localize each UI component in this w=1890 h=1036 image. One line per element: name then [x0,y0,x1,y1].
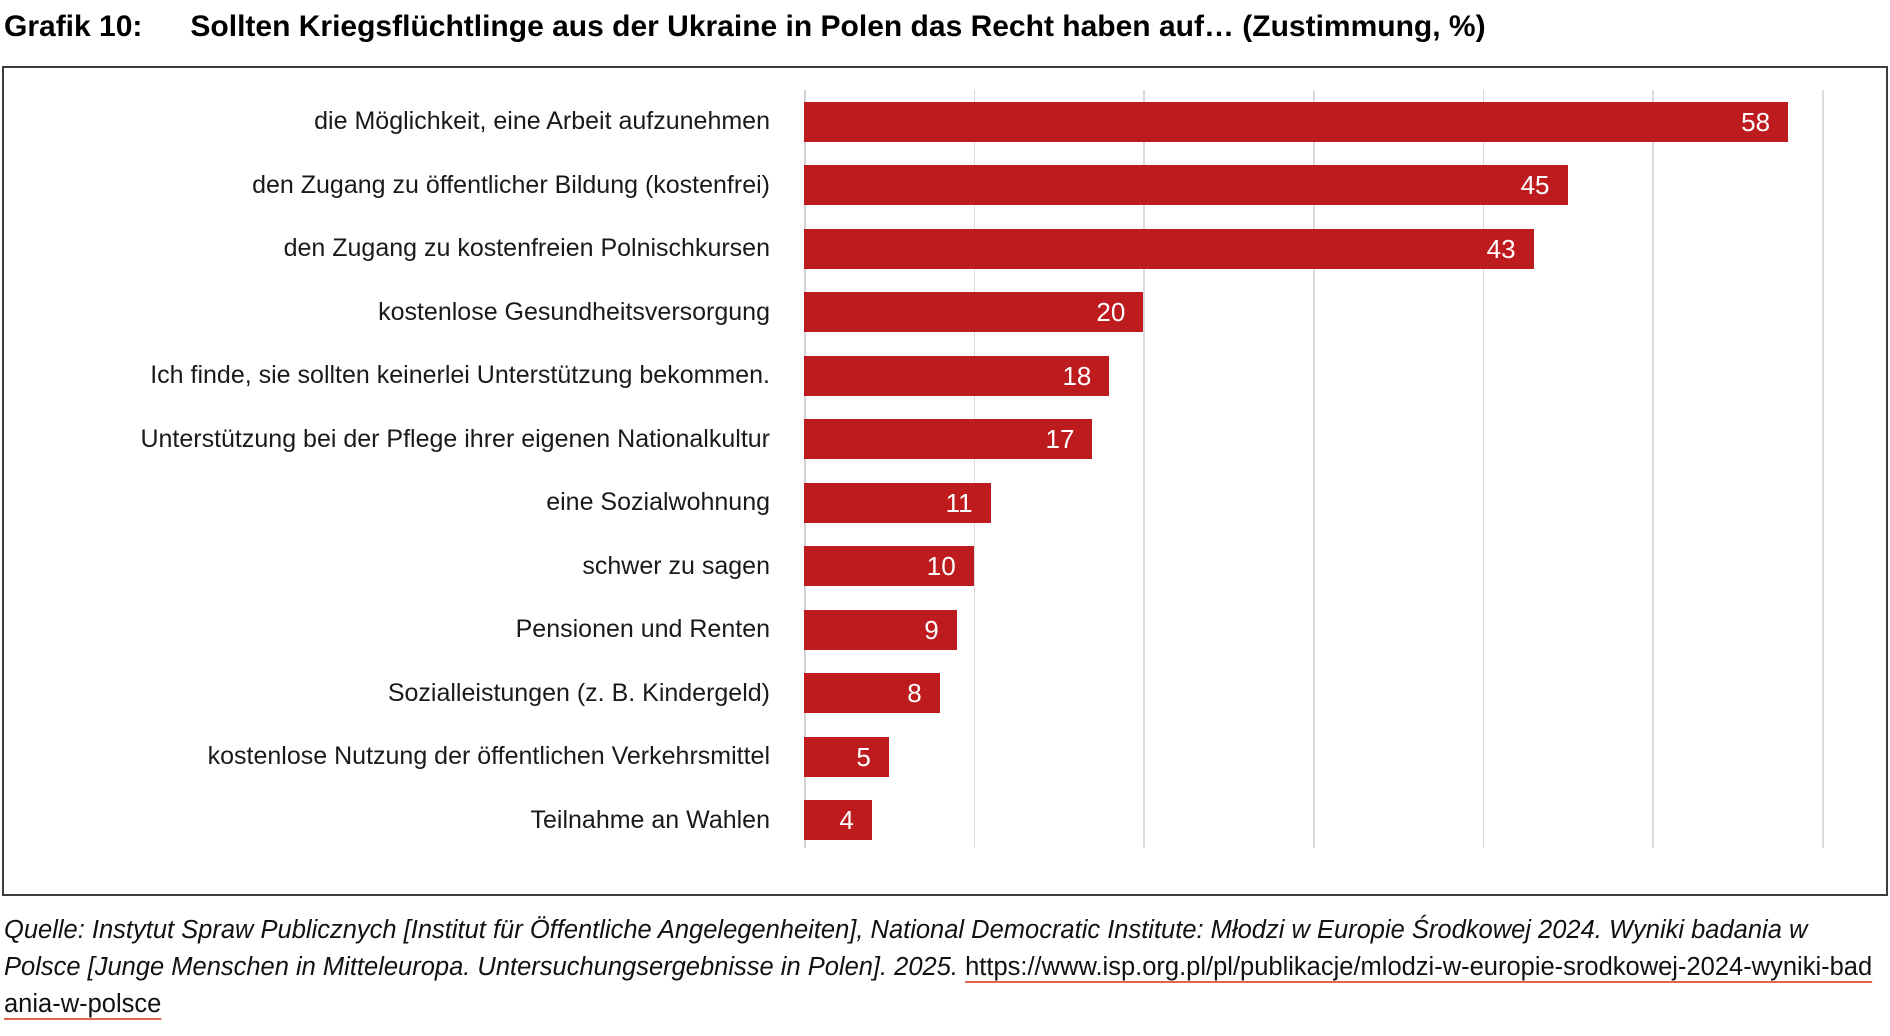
value-label: 9 [924,614,939,645]
bar-track: 9 [804,609,1878,650]
chart-title-text: Sollten Kriegsflüchtlinge aus der Ukrain… [190,10,1486,43]
chart-row: Unterstützung bei der Pflege ihrer eigen… [4,408,1878,472]
chart-number-label: Grafik 10: [4,10,143,43]
chart-row: Pensionen und Renten 9 [4,598,1878,662]
category-label: kostenlose Gesundheitsversorgung [378,297,770,326]
chart-row: Ich finde, sie sollten keinerlei Unterst… [4,344,1878,408]
chart-row: den Zugang zu kostenfreien Polnischkurse… [4,217,1878,281]
chart-row: die Möglichkeit, eine Arbeit aufzunehmen… [4,90,1878,154]
bar: 4 [804,800,872,841]
bar: 17 [804,419,1093,460]
bar: 9 [804,609,957,650]
category-label: Teilnahme an Wahlen [530,805,771,834]
gridline-x-50 [1652,90,1654,848]
bar: 18 [804,355,1110,396]
bar-track: 58 [804,101,1878,142]
value-label: 10 [926,551,956,582]
bar-track: 18 [804,355,1878,396]
category-label: Pensionen und Renten [515,615,770,643]
source-text: Quelle: Instytut Spraw Publicznych [Inst… [4,916,1808,981]
bar-track: 20 [804,292,1878,333]
value-label: 8 [907,678,922,709]
source-note: Quelle: Instytut Spraw Publicznych [Inst… [2,912,1888,1023]
bar-track: 17 [804,419,1878,460]
gridline-x-40 [1482,90,1485,848]
bar: 58 [804,101,1789,142]
value-label: 45 [1520,170,1550,201]
y-axis-line [804,90,806,848]
category-label: den Zugang zu öffentlicher Bildung (kost… [252,170,770,199]
gridline-x-30 [1313,90,1315,848]
bar-chart: die Möglichkeit, eine Arbeit aufzunehmen… [4,90,1878,852]
chart-row: Teilnahme an Wahlen 4 [4,789,1878,853]
bar: 43 [804,228,1534,269]
category-label: Ich finde, sie sollten keinerlei Unterst… [150,361,770,389]
page-title: Grafik 10: Sollten Kriegsflüchtlinge aus … [2,6,1888,62]
gridlines-layer [804,90,1878,848]
category-label: schwer zu sagen [582,551,770,580]
chart-frame: die Möglichkeit, eine Arbeit aufzunehmen… [2,66,1888,896]
category-label: die Möglichkeit, eine Arbeit aufzunehmen [314,107,770,135]
bar: 10 [804,546,974,587]
gridline-x-20 [1143,90,1145,848]
value-label: 17 [1045,424,1075,455]
bar-track: 45 [804,165,1878,206]
bar-track: 4 [804,800,1878,841]
bar: 5 [804,736,889,777]
bar: 20 [804,292,1144,333]
bar: 8 [804,673,940,714]
category-label: eine Sozialwohnung [546,488,770,516]
value-label: 11 [945,487,973,518]
category-label: kostenlose Nutzung der öffentlichen Verk… [207,742,770,770]
value-label: 20 [1096,297,1126,328]
gridline-x-10 [973,90,976,848]
value-label: 4 [839,805,854,836]
bar-track: 11 [804,482,1878,523]
category-label: Sozialleistungen (z. B. Kindergeld) [387,678,770,707]
bar: 11 [804,482,991,523]
chart-row: eine Sozialwohnung 11 [4,471,1878,535]
category-label: den Zugang zu kostenfreien Polnischkurse… [283,234,770,262]
bar-track: 8 [804,673,1878,714]
value-label: 18 [1062,360,1092,391]
chart-row: schwer zu sagen 10 [4,535,1878,599]
chart-row: kostenlose Nutzung der öffentlichen Verk… [4,725,1878,789]
value-label: 5 [856,741,871,772]
source-link[interactable]: https://www.isp.org.pl/pl/publikacje/mlo… [4,953,1873,1018]
gridline-x-60 [1822,90,1824,848]
value-label: 58 [1741,106,1771,137]
chart-row: den Zugang zu öffentlicher Bildung (kost… [4,154,1878,218]
bar-track: 43 [804,228,1878,269]
bar-track: 10 [804,546,1878,587]
bar-track: 5 [804,736,1878,777]
value-label: 43 [1486,233,1516,264]
category-label: Unterstützung bei der Pflege ihrer eigen… [140,424,770,453]
chart-row: kostenlose Gesundheitsversorgung 20 [4,281,1878,345]
bar: 45 [804,165,1568,206]
chart-row: Sozialleistungen (z. B. Kindergeld) 8 [4,662,1878,726]
